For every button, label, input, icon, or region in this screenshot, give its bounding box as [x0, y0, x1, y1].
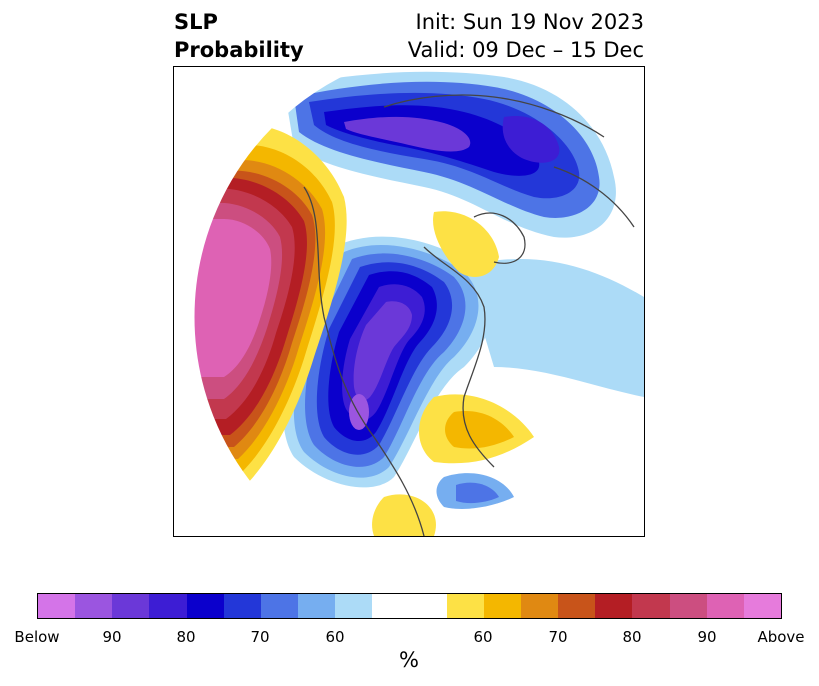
colorbar-tick-label: Above — [757, 628, 805, 646]
colorbar-below-segment — [75, 594, 113, 618]
colorbar-tick-label: 80 — [176, 628, 196, 646]
colorbar-above-segment — [706, 594, 744, 618]
colorbar-above-segment — [743, 594, 782, 618]
title-variable: SLP — [174, 10, 218, 34]
colorbar-below-segment — [298, 594, 336, 618]
colorbar-tick-label: 90 — [697, 628, 717, 646]
init-date: Init: Sun 19 Nov 2023 — [415, 10, 644, 34]
colorbar-above-segment — [669, 594, 707, 618]
colorbar-below-segment — [38, 594, 76, 618]
title-product: Probability — [174, 38, 304, 62]
colorbar-tick-label: 90 — [102, 628, 122, 646]
colorbar-tick-label: 70 — [548, 628, 568, 646]
colorbar-below-segment — [149, 594, 187, 618]
colorbar-above-segment — [483, 594, 522, 618]
probability-map — [173, 66, 645, 537]
colorbar-unit-label: % — [399, 648, 419, 672]
valid-range: Valid: 09 Dec – 15 Dec — [407, 38, 644, 62]
probability-shading — [194, 67, 644, 536]
colorbar-above-segment — [521, 594, 559, 618]
map-title-left: SLP Probability — [174, 8, 304, 64]
colorbar-below-segment — [186, 594, 224, 618]
colorbar-below-segment — [335, 594, 373, 618]
colorbar-tick-label: 60 — [473, 628, 493, 646]
colorbar-above-segment — [446, 594, 484, 618]
colorbar-above-segment — [595, 594, 633, 618]
colorbar-above-segment — [558, 594, 596, 618]
colorbar-below-segment — [223, 594, 261, 618]
colorbar-neutral-segment — [372, 594, 447, 618]
colorbar-tick-label: 70 — [250, 628, 270, 646]
colorbar-tick-label: 80 — [622, 628, 642, 646]
colorbar-tick-label: Below — [14, 628, 60, 646]
colorbar-below-segment — [112, 594, 150, 618]
colorbar-tick-label: 60 — [325, 628, 345, 646]
colorbar-below-segment — [260, 594, 299, 618]
colorbar-above-segment — [632, 594, 670, 618]
map-title-right: Init: Sun 19 Nov 2023 Valid: 09 Dec – 15… — [408, 8, 644, 64]
colorbar — [37, 593, 782, 619]
